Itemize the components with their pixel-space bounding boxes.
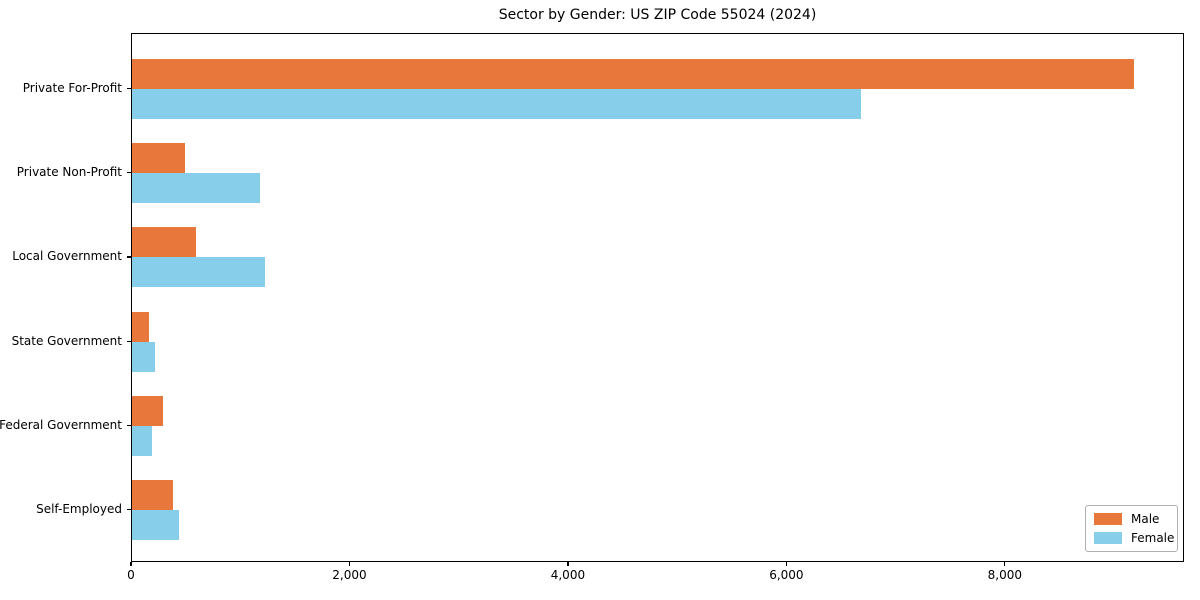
y-axis-label-self-employed: Self-Employed xyxy=(36,502,122,516)
x-tick-mark xyxy=(348,562,351,566)
legend-swatch-female xyxy=(1094,532,1122,544)
x-tick-label-6-000: 6,000 xyxy=(769,568,804,582)
legend-label-female: Female xyxy=(1131,531,1175,545)
legend-entry-male: Male xyxy=(1094,513,1169,525)
y-axis-labels: Private For-Profit Private Non-Profit Loca… xyxy=(0,0,122,600)
male-bar-local-government xyxy=(132,227,197,258)
legend-label-male: Male xyxy=(1131,512,1160,526)
chart-title: Sector by Gender: US ZIP Code 55024 (202… xyxy=(498,7,817,23)
female-bar-local-government xyxy=(132,257,265,288)
y-tick-mark xyxy=(127,509,131,511)
y-axis-label-private-for-profit: Private For-Profit xyxy=(22,81,122,95)
y-tick-mark xyxy=(127,424,131,426)
male-bar-private-for-profit xyxy=(132,59,1134,89)
y-tick-mark xyxy=(127,88,131,90)
y-axis-label-federal-government: Federal Government xyxy=(0,417,122,432)
x-tick-label-0: 0 xyxy=(127,568,135,582)
x-tick-label-8-000: 8,000 xyxy=(987,568,1023,582)
x-tick-mark xyxy=(567,562,569,566)
y-tick-mark xyxy=(127,172,131,174)
female-bar-state-government xyxy=(132,341,156,372)
y-axis-label-state-government: State Government xyxy=(11,333,122,348)
x-tick-label-4-000: 4,000 xyxy=(550,568,586,582)
x-tick-mark xyxy=(130,562,132,566)
female-bar-private-non-profit xyxy=(132,173,260,204)
x-tick-label-2-000: 2,000 xyxy=(332,568,367,582)
y-tick-mark xyxy=(127,256,131,258)
male-bar-private-non-profit xyxy=(132,143,185,174)
legend-swatch-male xyxy=(1094,513,1122,525)
x-tick-mark xyxy=(785,562,787,566)
female-bar-federal-government xyxy=(132,425,152,456)
y-tick-mark xyxy=(127,340,131,342)
x-tick-mark xyxy=(1004,562,1006,566)
male-bar-federal-government xyxy=(132,395,164,426)
male-bar-self-employed xyxy=(132,480,173,510)
male-bar-state-government xyxy=(132,311,150,342)
female-bar-self-employed xyxy=(132,510,179,540)
female-bar-private-for-profit xyxy=(132,89,862,119)
legend-entry-female: Female xyxy=(1094,532,1174,544)
y-axis-label-local-government: Local Government xyxy=(12,249,122,264)
plot-area: Male Female xyxy=(131,33,1184,562)
y-axis-label-private-non-profit: Private Non-Profit xyxy=(16,165,122,180)
legend: Male Female xyxy=(1085,505,1178,552)
